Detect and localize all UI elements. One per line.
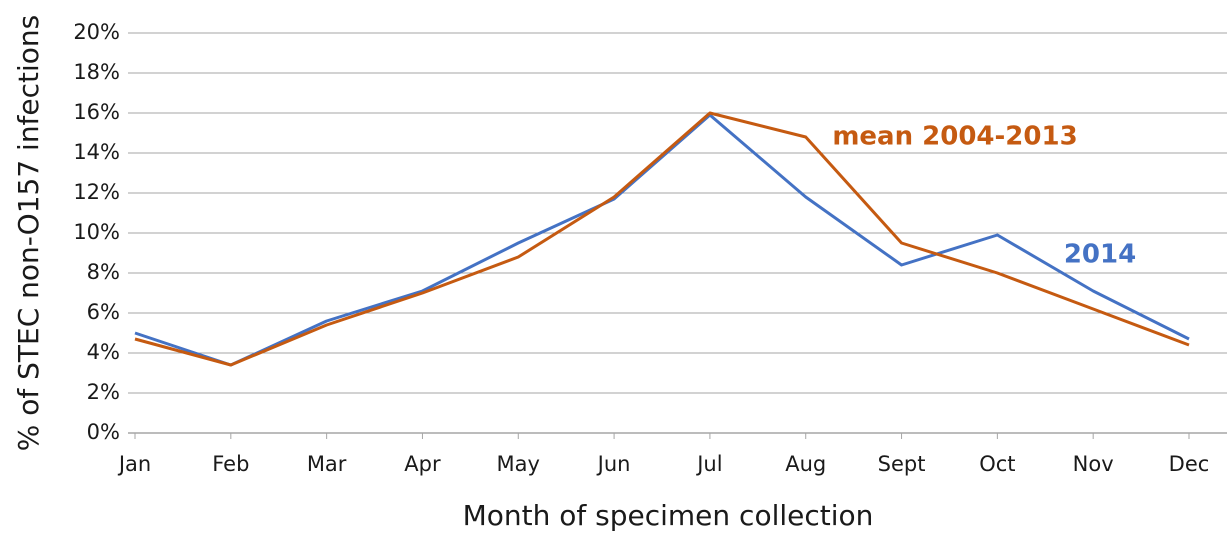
series-line <box>134 113 1190 367</box>
x-tick-label: Oct <box>979 452 1015 476</box>
series-label: mean 2004-2013 <box>832 122 1077 152</box>
y-tick-label: 2% <box>87 380 120 404</box>
x-tick-label: Jan <box>117 452 151 476</box>
x-tick-label: May <box>497 452 540 476</box>
x-tick-label: Apr <box>404 452 441 476</box>
x-tick-label: Jul <box>695 452 722 476</box>
y-tick-label: 4% <box>87 340 120 364</box>
y-tick-label: 6% <box>87 300 120 324</box>
series-line <box>134 111 1190 367</box>
x-axis-title: Month of specimen collection <box>463 499 874 532</box>
x-tick-label: Aug <box>785 452 826 476</box>
y-axis-title: % of STEC non-O157 infections <box>12 15 45 452</box>
x-tick-label: Nov <box>1073 452 1114 476</box>
y-tick-label: 8% <box>87 260 120 284</box>
x-tick-label: Sept <box>878 452 926 476</box>
series-label: 2014 <box>1064 240 1136 270</box>
y-tick-label: 12% <box>73 180 120 204</box>
y-tick-label: 18% <box>73 60 120 84</box>
y-tick-label: 20% <box>73 20 120 44</box>
x-tick-label: Dec <box>1169 452 1210 476</box>
x-tick-label: Jun <box>596 452 631 476</box>
y-tick-label: 14% <box>73 140 120 164</box>
x-tick-label: Feb <box>212 452 249 476</box>
y-tick-label: 16% <box>73 100 120 124</box>
y-tick-label: 0% <box>87 420 120 444</box>
y-tick-label: 10% <box>73 220 120 244</box>
x-tick-label: Mar <box>307 452 347 476</box>
